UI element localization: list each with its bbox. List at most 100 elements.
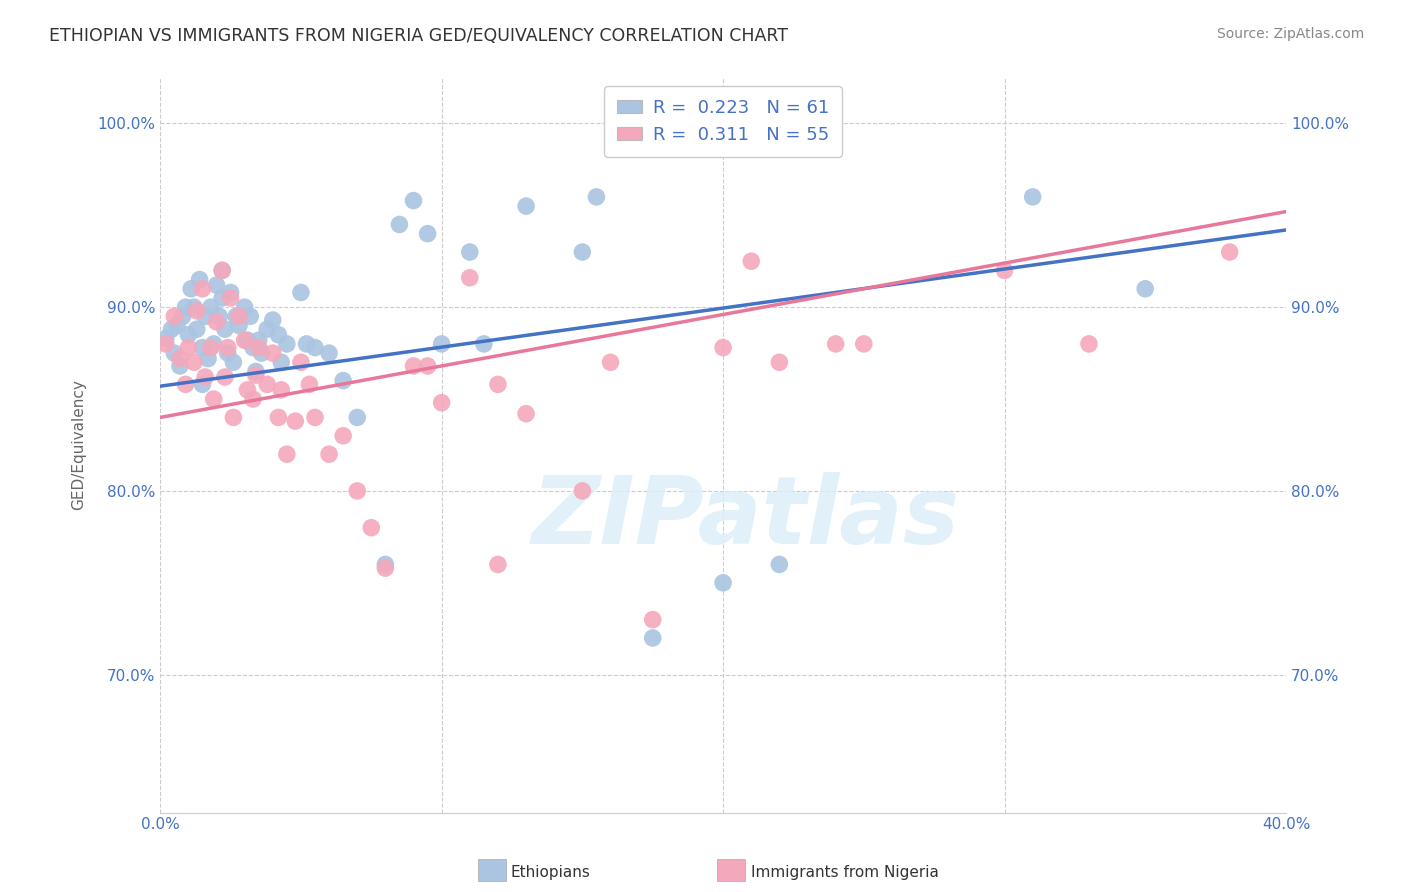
Point [641, 613, 664, 627]
Point [177, 341, 200, 355]
Point [217, 346, 239, 360]
Point [191, 341, 214, 355]
Text: Immigrants from Nigeria: Immigrants from Nigeria [751, 865, 939, 880]
Point [233, 333, 256, 347]
Point [276, 447, 298, 461]
Point [247, 333, 270, 347]
Point [641, 631, 664, 645]
Point [222, 410, 245, 425]
Point [290, 285, 312, 300]
Point [191, 282, 214, 296]
Text: ZIPatlas: ZIPatlas [531, 473, 960, 565]
Point [228, 318, 250, 333]
Point [515, 199, 537, 213]
Point [247, 341, 270, 355]
Point [304, 410, 326, 425]
Point [188, 272, 211, 286]
Text: Ethiopians: Ethiopians [510, 865, 591, 880]
Point [585, 190, 607, 204]
Point [211, 291, 233, 305]
Point [219, 291, 242, 305]
Point [267, 410, 290, 425]
Point [824, 337, 846, 351]
Point [214, 370, 236, 384]
Point [172, 310, 194, 324]
Point [318, 447, 340, 461]
Point [284, 414, 307, 428]
Point [402, 359, 425, 373]
Point [332, 374, 354, 388]
Legend: R =  0.223   N = 61, R =  0.311   N = 55: R = 0.223 N = 61, R = 0.311 N = 55 [605, 87, 842, 157]
Point [205, 278, 228, 293]
Point [205, 315, 228, 329]
Point [169, 351, 191, 366]
Point [993, 263, 1015, 277]
Point [416, 359, 439, 373]
Point [214, 322, 236, 336]
Point [219, 285, 242, 300]
Point [155, 331, 177, 345]
Point [250, 346, 273, 360]
Point [242, 341, 264, 355]
Point [262, 313, 284, 327]
Point [852, 337, 875, 351]
Point [186, 303, 208, 318]
Point [486, 377, 509, 392]
Point [163, 346, 186, 360]
Point [571, 245, 593, 260]
Point [599, 355, 621, 369]
Point [1135, 282, 1157, 296]
Point [318, 346, 340, 360]
Point [236, 333, 259, 347]
Point [202, 337, 225, 351]
Point [388, 218, 411, 232]
Point [711, 575, 734, 590]
Point [711, 341, 734, 355]
Point [200, 341, 222, 355]
Point [290, 355, 312, 369]
Point [740, 254, 762, 268]
Point [233, 300, 256, 314]
Point [332, 429, 354, 443]
Point [194, 310, 217, 324]
Point [174, 377, 197, 392]
Point [200, 300, 222, 314]
Y-axis label: GED/Equivalency: GED/Equivalency [72, 380, 86, 510]
Point [211, 263, 233, 277]
Point [515, 407, 537, 421]
Point [194, 370, 217, 384]
Point [242, 392, 264, 406]
Point [202, 392, 225, 406]
Point [183, 355, 205, 369]
Point [262, 346, 284, 360]
Point [458, 245, 481, 260]
Point [183, 300, 205, 314]
Point [298, 377, 321, 392]
Point [458, 270, 481, 285]
Point [276, 337, 298, 351]
Point [267, 327, 290, 342]
Point [346, 483, 368, 498]
Point [245, 364, 267, 378]
Point [174, 300, 197, 314]
Point [166, 318, 188, 333]
Point [239, 310, 262, 324]
Point [1021, 190, 1043, 204]
Point [256, 377, 278, 392]
Point [245, 368, 267, 383]
Text: Source: ZipAtlas.com: Source: ZipAtlas.com [1216, 27, 1364, 41]
Point [169, 359, 191, 373]
Point [177, 327, 200, 342]
Point [571, 483, 593, 498]
Point [374, 561, 396, 575]
Point [270, 383, 292, 397]
Point [430, 395, 453, 409]
Point [236, 383, 259, 397]
Point [360, 521, 382, 535]
Point [217, 341, 239, 355]
Point [155, 337, 177, 351]
Point [160, 322, 183, 336]
Point [768, 558, 790, 572]
Point [1219, 245, 1241, 260]
Point [222, 355, 245, 369]
